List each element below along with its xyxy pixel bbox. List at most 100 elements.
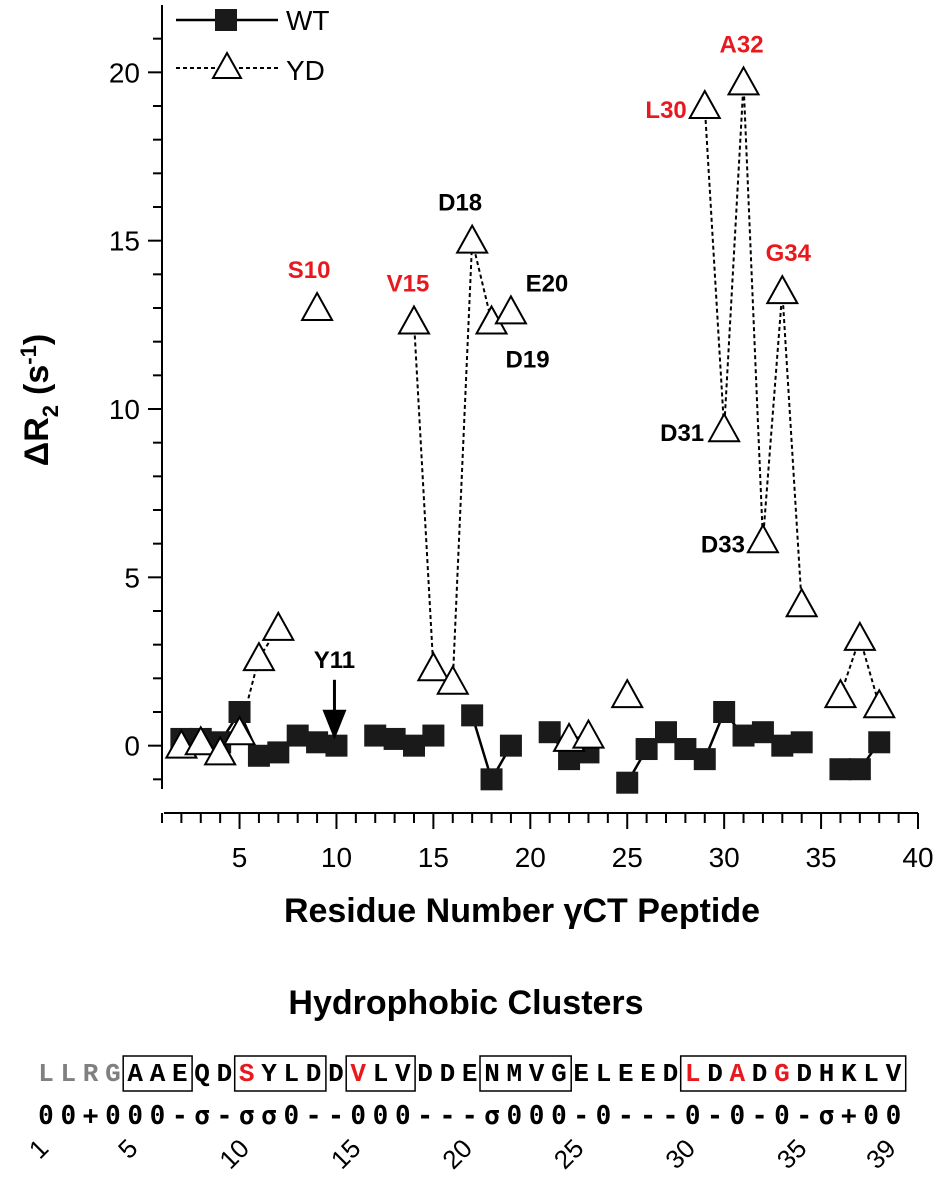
wt-point: [616, 771, 639, 794]
annotation-d33: D33: [701, 531, 745, 558]
yd-point: [784, 587, 819, 618]
yd-point: [610, 678, 644, 709]
sequence-residue: V: [529, 1059, 545, 1089]
class-symbol: 0: [506, 1101, 522, 1131]
class-symbol: σ: [239, 1101, 255, 1131]
wt-point: [403, 734, 425, 757]
class-symbol: -: [752, 1101, 768, 1131]
wt-point: [499, 734, 522, 757]
yd-point: [765, 274, 800, 305]
sequence-residue: D: [752, 1059, 768, 1089]
class-symbol: 0: [685, 1101, 701, 1131]
sequence-residue: G: [105, 1059, 121, 1089]
sequence-residue: D: [306, 1059, 322, 1089]
wt-point: [713, 701, 736, 723]
class-symbol: -: [462, 1101, 478, 1131]
sequence-residue: H: [819, 1059, 835, 1089]
class-symbol: +: [83, 1101, 99, 1131]
x-tick-label: 5: [232, 842, 248, 873]
sequence-residue: E: [573, 1059, 589, 1089]
index-label: 25: [548, 1133, 590, 1175]
wt-point: [306, 731, 329, 754]
cluster-box: [679, 1055, 907, 1092]
y-tick-label: 5: [124, 562, 140, 593]
wt-point: [771, 734, 794, 757]
annotation-a32: A32: [720, 31, 764, 58]
index-label: 15: [325, 1133, 367, 1175]
sequence-residue: S: [239, 1059, 255, 1089]
yd-point: [862, 688, 896, 719]
class-symbol: 0: [60, 1101, 76, 1131]
wt-point: [674, 738, 697, 761]
wt-point: [461, 704, 484, 727]
sequence-residue: L: [596, 1059, 612, 1089]
yd-line-segment: [451, 240, 474, 682]
yd-point: [203, 735, 237, 766]
wt-point: [228, 701, 251, 723]
class-symbol: 0: [774, 1101, 790, 1131]
wt-point: [732, 724, 755, 747]
class-symbol: 0: [105, 1101, 121, 1131]
sequence-index-labels: 1 5 10 15 20 25 30 35 39: [23, 1133, 902, 1175]
index-label: 35: [771, 1133, 813, 1175]
wt-point: [751, 721, 774, 744]
sequence-residue: V: [886, 1059, 902, 1089]
y-tick-label: 10: [109, 394, 140, 425]
class-symbol: 0: [150, 1101, 166, 1131]
legend-wt-label: WT: [286, 5, 330, 36]
legend-yd-label: YD: [286, 55, 325, 86]
wt-point: [848, 758, 871, 781]
class-symbol: 0: [596, 1101, 612, 1131]
yd-point: [436, 664, 470, 695]
class-symbol: -: [640, 1101, 656, 1131]
index-label: 1: [23, 1133, 54, 1164]
wt-point: [635, 738, 658, 761]
yd-point: [261, 610, 296, 641]
yd-point: [397, 304, 431, 335]
wt-point: [267, 741, 290, 764]
sequence-residue: K: [841, 1059, 857, 1089]
sequence-residue: D: [663, 1059, 679, 1089]
yd-line-segment: [413, 321, 435, 669]
yd-point: [222, 715, 257, 746]
data-series: [164, 65, 896, 794]
wt-point: [538, 721, 561, 744]
sequence-residue: D: [796, 1059, 812, 1089]
cluster-class-row: 0 0 +0 0 0- σ - σ σ 0- -0 0 0- - - σ 0 0 0-0- - -0-0-0- σ +0 0: [38, 1101, 901, 1131]
yd-point: [823, 678, 858, 709]
x-tick-label: 30: [709, 842, 740, 873]
annotation-g34: G34: [766, 240, 812, 267]
class-symbol: 0: [127, 1101, 143, 1131]
annotation-e20: E20: [526, 270, 569, 297]
annotation-d19: D19: [506, 346, 550, 373]
sequence-residue: A: [150, 1059, 166, 1089]
sequence-residue: L: [38, 1059, 54, 1089]
y11-arrow-head: [322, 709, 347, 740]
yd-line-segment: [781, 291, 803, 605]
class-symbol: -: [172, 1101, 188, 1131]
sequence-residue: A: [127, 1059, 143, 1089]
wt-point: [829, 758, 852, 781]
class-symbol: -: [796, 1101, 812, 1131]
annotation-l30: L30: [645, 97, 686, 124]
yd-point: [707, 412, 741, 443]
class-symbol: 0: [373, 1101, 389, 1131]
sequence-residue: D: [217, 1059, 233, 1089]
sequence-residue: D: [417, 1059, 433, 1089]
cluster-box: [233, 1055, 327, 1092]
class-symbol: σ: [261, 1101, 277, 1131]
sequence-residue: R: [83, 1059, 99, 1089]
x-tick-label: 25: [612, 842, 643, 873]
wt-point: [247, 744, 270, 767]
class-symbol: σ: [194, 1101, 210, 1131]
yd-point: [571, 718, 606, 749]
class-symbol: -: [217, 1101, 233, 1131]
sequence-residue: D: [328, 1059, 344, 1089]
wt-point: [422, 724, 445, 747]
class-symbol: +: [841, 1101, 857, 1131]
class-symbol: -: [573, 1101, 589, 1131]
class-symbol: 0: [395, 1101, 411, 1131]
class-symbol: -: [663, 1101, 679, 1131]
class-symbol: 0: [283, 1101, 299, 1131]
